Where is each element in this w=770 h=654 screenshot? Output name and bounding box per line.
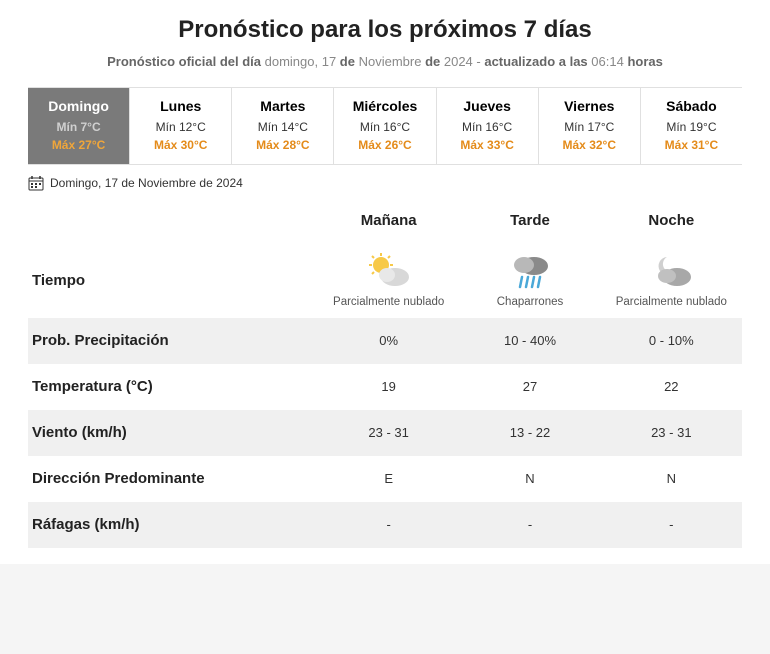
showers-icon <box>506 251 554 291</box>
cell-tiempo-night: Parcialmente nublado <box>601 243 742 318</box>
tab-max: Máx 30°C <box>134 138 227 152</box>
cell-value: - <box>459 507 600 542</box>
tab-min: Mín 19°C <box>645 120 738 134</box>
row-temp: Temperatura (°C) 19 27 22 <box>28 364 742 410</box>
col-morning: Mañana <box>318 206 459 235</box>
tab-day-label: Sábado <box>645 98 738 114</box>
row-label: Tiempo <box>28 260 318 301</box>
cell-value: N <box>459 461 600 496</box>
tab-domingo[interactable]: Domingo Mín 7°C Máx 27°C <box>28 88 130 164</box>
tab-jueves[interactable]: Jueves Mín 16°C Máx 33°C <box>437 88 539 164</box>
night-cloudy-icon <box>647 251 695 291</box>
weather-text: Parcialmente nublado <box>605 295 738 310</box>
cell-value: - <box>601 507 742 542</box>
row-label: Ráfagas (km/h) <box>28 504 318 545</box>
subtitle: Pronóstico oficial del día domingo, 17 d… <box>28 54 742 69</box>
partly-cloudy-icon <box>365 251 413 291</box>
tab-min: Mín 16°C <box>338 120 431 134</box>
cell-value: 0% <box>318 323 459 358</box>
calendar-icon <box>28 175 44 191</box>
period-header-row: Mañana Tarde Noche <box>28 197 742 243</box>
cell-tiempo-morning: Parcialmente nublado <box>318 243 459 318</box>
cell-value: 23 - 31 <box>601 415 742 450</box>
tab-miercoles[interactable]: Miércoles Mín 16°C Máx 26°C <box>334 88 436 164</box>
forecast-widget: Pronóstico para los próximos 7 días Pron… <box>0 0 770 564</box>
cell-value: 10 - 40% <box>459 323 600 358</box>
cell-value: 23 - 31 <box>318 415 459 450</box>
tab-min: Mín 16°C <box>441 120 534 134</box>
tab-day-label: Viernes <box>543 98 636 114</box>
tab-day-label: Martes <box>236 98 329 114</box>
tab-max: Máx 28°C <box>236 138 329 152</box>
cell-value: 22 <box>601 369 742 404</box>
selected-date-text: Domingo, 17 de Noviembre de 2024 <box>50 176 243 190</box>
tab-max: Máx 26°C <box>338 138 431 152</box>
col-afternoon: Tarde <box>459 206 600 235</box>
tab-day-label: Miércoles <box>338 98 431 114</box>
weather-text: Chaparrones <box>463 295 596 310</box>
cell-value: N <box>601 461 742 496</box>
tab-day-label: Jueves <box>441 98 534 114</box>
row-gusts: Ráfagas (km/h) - - - <box>28 502 742 548</box>
tab-min: Mín 17°C <box>543 120 636 134</box>
row-tiempo: Tiempo Parcialmente nublado <box>28 243 742 318</box>
row-label: Dirección Predominante <box>28 458 318 499</box>
tab-min: Mín 12°C <box>134 120 227 134</box>
tab-lunes[interactable]: Lunes Mín 12°C Máx 30°C <box>130 88 232 164</box>
day-tabs: Domingo Mín 7°C Máx 27°C Lunes Mín 12°C … <box>28 87 742 165</box>
tab-min: Mín 14°C <box>236 120 329 134</box>
cell-value: 13 - 22 <box>459 415 600 450</box>
weather-text: Parcialmente nublado <box>322 295 455 310</box>
row-label: Temperatura (°C) <box>28 366 318 407</box>
tab-max: Máx 31°C <box>645 138 738 152</box>
cell-value: 0 - 10% <box>601 323 742 358</box>
tab-day-label: Lunes <box>134 98 227 114</box>
selected-date-row: Domingo, 17 de Noviembre de 2024 <box>28 165 742 197</box>
tab-min: Mín 7°C <box>32 120 125 134</box>
row-direction: Dirección Predominante E N N <box>28 456 742 502</box>
tab-max: Máx 33°C <box>441 138 534 152</box>
row-precip: Prob. Precipitación 0% 10 - 40% 0 - 10% <box>28 318 742 364</box>
row-label: Viento (km/h) <box>28 412 318 453</box>
tab-max: Máx 27°C <box>32 138 125 152</box>
tab-martes[interactable]: Martes Mín 14°C Máx 28°C <box>232 88 334 164</box>
cell-value: E <box>318 461 459 496</box>
cell-tiempo-afternoon: Chaparrones <box>459 243 600 318</box>
row-wind: Viento (km/h) 23 - 31 13 - 22 23 - 31 <box>28 410 742 456</box>
tab-sabado[interactable]: Sábado Mín 19°C Máx 31°C <box>641 88 742 164</box>
tab-viernes[interactable]: Viernes Mín 17°C Máx 32°C <box>539 88 641 164</box>
cell-value: 27 <box>459 369 600 404</box>
tab-day-label: Domingo <box>32 98 125 114</box>
col-night: Noche <box>601 206 742 235</box>
page-title: Pronóstico para los próximos 7 días <box>28 16 742 44</box>
cell-value: 19 <box>318 369 459 404</box>
forecast-table: Mañana Tarde Noche Tiempo Parci <box>28 197 742 548</box>
cell-value: - <box>318 507 459 542</box>
tab-max: Máx 32°C <box>543 138 636 152</box>
row-label: Prob. Precipitación <box>28 320 318 361</box>
